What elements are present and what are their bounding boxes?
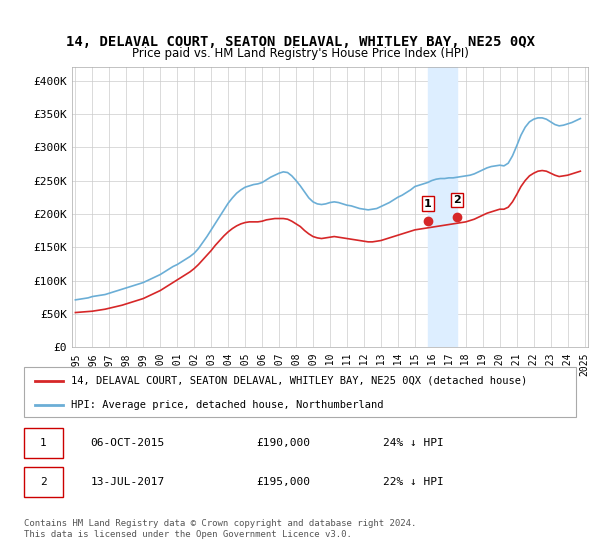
Text: 14, DELAVAL COURT, SEATON DELAVAL, WHITLEY BAY, NE25 0QX: 14, DELAVAL COURT, SEATON DELAVAL, WHITL…: [65, 35, 535, 49]
Text: Price paid vs. HM Land Registry's House Price Index (HPI): Price paid vs. HM Land Registry's House …: [131, 46, 469, 60]
Text: 2: 2: [454, 195, 461, 205]
Text: 14, DELAVAL COURT, SEATON DELAVAL, WHITLEY BAY, NE25 0QX (detached house): 14, DELAVAL COURT, SEATON DELAVAL, WHITL…: [71, 376, 527, 386]
Text: Contains HM Land Registry data © Crown copyright and database right 2024.
This d: Contains HM Land Registry data © Crown c…: [24, 520, 416, 539]
Bar: [428, 67, 457, 347]
FancyBboxPatch shape: [24, 467, 62, 497]
Text: 22% ↓ HPI: 22% ↓ HPI: [383, 477, 443, 487]
Text: 13-JUL-2017: 13-JUL-2017: [90, 477, 164, 487]
FancyBboxPatch shape: [24, 367, 576, 417]
Text: 2: 2: [40, 477, 47, 487]
Text: HPI: Average price, detached house, Northumberland: HPI: Average price, detached house, Nort…: [71, 400, 383, 409]
Text: £195,000: £195,000: [256, 477, 310, 487]
Text: 1: 1: [40, 438, 47, 448]
Text: £190,000: £190,000: [256, 438, 310, 448]
Text: 1: 1: [424, 199, 431, 208]
Text: 24% ↓ HPI: 24% ↓ HPI: [383, 438, 443, 448]
Text: 06-OCT-2015: 06-OCT-2015: [90, 438, 164, 448]
FancyBboxPatch shape: [24, 428, 62, 458]
